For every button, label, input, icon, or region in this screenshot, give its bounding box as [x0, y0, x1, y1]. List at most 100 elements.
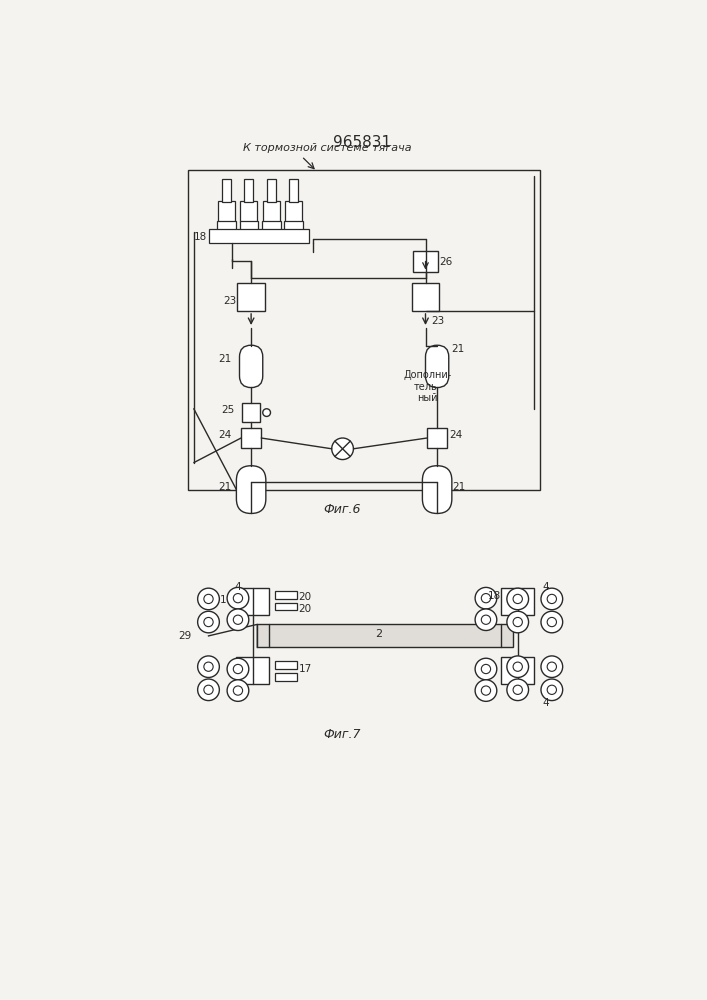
Text: 20: 20	[298, 592, 312, 602]
Circle shape	[198, 679, 219, 701]
Circle shape	[204, 617, 213, 627]
Text: 23: 23	[432, 316, 445, 326]
Circle shape	[481, 594, 491, 603]
Circle shape	[475, 680, 497, 701]
FancyBboxPatch shape	[240, 345, 263, 388]
Circle shape	[475, 587, 497, 609]
Bar	[240, 201, 257, 222]
Circle shape	[547, 617, 556, 627]
Text: 21: 21	[451, 344, 464, 354]
Circle shape	[475, 658, 497, 680]
Bar	[242, 403, 260, 422]
Text: 21: 21	[452, 482, 466, 492]
Bar	[267, 179, 276, 202]
Text: Фиг.6: Фиг.6	[324, 503, 361, 516]
Text: Фиг.7: Фиг.7	[324, 728, 361, 741]
FancyBboxPatch shape	[236, 466, 266, 513]
Circle shape	[227, 609, 249, 631]
Text: 4: 4	[542, 582, 549, 592]
Bar	[263, 201, 280, 222]
Text: 20: 20	[298, 604, 312, 614]
Circle shape	[481, 615, 491, 624]
Bar	[187, 170, 540, 490]
Circle shape	[233, 594, 243, 603]
Text: 2: 2	[375, 629, 382, 639]
Text: 21: 21	[218, 482, 232, 492]
Circle shape	[204, 685, 213, 694]
Text: 26: 26	[440, 257, 452, 267]
Bar	[501, 657, 534, 684]
Bar	[413, 251, 438, 272]
Bar	[501, 588, 534, 615]
Circle shape	[513, 617, 522, 627]
Text: 18: 18	[194, 232, 207, 242]
Bar	[257, 624, 513, 647]
Text: 17: 17	[298, 664, 312, 674]
Text: 18: 18	[488, 591, 501, 601]
Text: 965831: 965831	[333, 135, 391, 150]
Circle shape	[547, 685, 556, 694]
Bar	[275, 603, 297, 610]
Text: 29: 29	[178, 631, 192, 641]
Circle shape	[233, 615, 243, 624]
Bar	[289, 179, 298, 202]
Text: 25: 25	[222, 405, 235, 415]
Bar	[236, 588, 269, 615]
Bar	[275, 591, 297, 599]
Circle shape	[541, 611, 563, 633]
Bar	[285, 201, 303, 222]
Circle shape	[547, 662, 556, 671]
Circle shape	[332, 438, 354, 460]
Bar	[411, 283, 440, 311]
Circle shape	[263, 409, 271, 416]
Text: 24: 24	[449, 430, 462, 440]
FancyBboxPatch shape	[426, 345, 449, 388]
Bar	[240, 221, 258, 232]
Circle shape	[547, 594, 556, 604]
Circle shape	[513, 662, 522, 671]
Text: 4: 4	[235, 582, 241, 592]
Bar	[244, 179, 253, 202]
Bar	[222, 179, 231, 202]
Circle shape	[513, 685, 522, 694]
Circle shape	[204, 594, 213, 604]
Circle shape	[204, 662, 213, 671]
Bar	[237, 283, 265, 311]
Circle shape	[481, 686, 491, 695]
Circle shape	[507, 679, 529, 701]
Circle shape	[227, 587, 249, 609]
Text: Дополни-
тель-
ный: Дополни- тель- ный	[404, 370, 452, 403]
Circle shape	[541, 656, 563, 677]
Circle shape	[513, 594, 522, 604]
Bar	[241, 428, 261, 448]
Bar	[217, 221, 235, 232]
Bar	[209, 229, 309, 243]
Circle shape	[227, 658, 249, 680]
Text: 23: 23	[223, 296, 236, 306]
Bar	[275, 661, 297, 669]
Circle shape	[507, 656, 529, 677]
Circle shape	[198, 656, 219, 677]
Text: 21: 21	[218, 354, 232, 364]
Bar	[262, 221, 281, 232]
Bar	[236, 657, 269, 684]
Text: 4: 4	[542, 698, 549, 708]
Text: 24: 24	[218, 430, 232, 440]
FancyBboxPatch shape	[422, 466, 452, 513]
Circle shape	[481, 664, 491, 674]
Bar	[427, 428, 448, 448]
Circle shape	[233, 664, 243, 674]
Circle shape	[507, 588, 529, 610]
Bar	[218, 201, 235, 222]
Circle shape	[198, 611, 219, 633]
Bar	[275, 673, 297, 681]
Circle shape	[541, 679, 563, 701]
Circle shape	[507, 611, 529, 633]
Bar	[284, 221, 303, 232]
Circle shape	[227, 680, 249, 701]
Text: 1: 1	[220, 595, 226, 605]
Circle shape	[233, 686, 243, 695]
Text: К тормозной системе тягача: К тормозной системе тягача	[243, 143, 412, 153]
Circle shape	[198, 588, 219, 610]
Circle shape	[541, 588, 563, 610]
